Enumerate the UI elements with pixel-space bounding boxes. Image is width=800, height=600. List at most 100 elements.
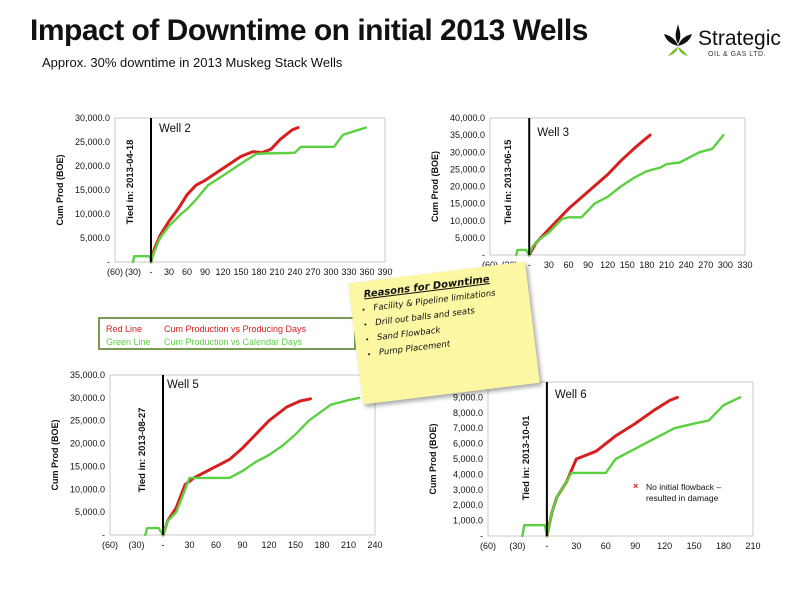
well-title: Well 5 xyxy=(167,379,199,391)
x-tick-label: 150 xyxy=(687,541,702,551)
legend-red-text: Cum Production vs Producing Days xyxy=(164,323,307,334)
x-tick-label: 90 xyxy=(630,541,640,551)
green-series-line xyxy=(515,133,725,257)
green-series-line xyxy=(144,396,361,537)
x-tick-label: 300 xyxy=(718,260,733,270)
page-title: Impact of Downtime on initial 2013 Wells xyxy=(30,14,588,47)
y-tick-label: - xyxy=(107,257,110,267)
x-tick-label: 180 xyxy=(314,540,329,550)
well-title: Well 6 xyxy=(555,389,587,401)
red-series-line xyxy=(545,395,679,538)
x-tick-label: 30 xyxy=(571,541,581,551)
legend-green-row: Green Line Cum Production vs Calendar Da… xyxy=(106,335,348,348)
legend-red-label: Red Line xyxy=(106,323,143,334)
y-tick-label: 25,000.0 xyxy=(75,137,110,147)
y-tick-label: 30,000.0 xyxy=(70,393,105,403)
x-tick-label: 210 xyxy=(341,540,356,550)
y-tick-label: 15,000.0 xyxy=(70,461,105,471)
x-tick-label: 90 xyxy=(200,267,210,277)
tied-in-label: Tied in: 2013-10-01 xyxy=(521,415,532,501)
x-tick-label: 60 xyxy=(182,267,192,277)
x-tick-label: 60 xyxy=(211,540,221,550)
logo-subtitle: OIL & GAS LTD. xyxy=(708,51,766,58)
x-tick-label: 240 xyxy=(287,267,302,277)
x-tick-label: 300 xyxy=(323,267,338,277)
y-tick-label: 5,000.0 xyxy=(80,233,110,243)
x-tick-label: 180 xyxy=(716,541,731,551)
y-axis-label: Cum Prod (BOE) xyxy=(50,419,60,490)
x-tick-label: 60 xyxy=(563,260,573,270)
x-tick-label: 120 xyxy=(261,540,276,550)
x-tick-label: 360 xyxy=(359,267,374,277)
x-tick-label: 390 xyxy=(377,267,392,277)
x-tick-label: 210 xyxy=(659,260,674,270)
plot-frame xyxy=(489,117,746,256)
green-series-line xyxy=(131,126,367,264)
red-series-line xyxy=(161,397,312,537)
y-tick-label: 9,000.0 xyxy=(453,392,483,402)
x-tick-label: 30 xyxy=(164,267,174,277)
y-tick-label: 6,000.0 xyxy=(453,439,483,449)
x-tick-label: (60) xyxy=(102,540,118,550)
well-3-chart: - 5,000.0 10,000.0 15,000.0 20,000.0 25,000.0… xyxy=(430,113,753,270)
x-tick-label: 60 xyxy=(601,541,611,551)
y-tick-label: 3,000.0 xyxy=(453,485,483,495)
x-tick-label: (30) xyxy=(128,540,144,550)
y-tick-label: 40,000.0 xyxy=(450,113,485,123)
x-tick-label: 210 xyxy=(745,541,760,551)
well-title: Well 3 xyxy=(537,127,569,139)
x-tick-label: 240 xyxy=(679,260,694,270)
red-series-line xyxy=(149,126,300,264)
y-axis-label: Cum Prod (BOE) xyxy=(428,423,438,494)
x-tick-label: (30) xyxy=(125,267,141,277)
y-tick-label: - xyxy=(480,531,483,541)
well-2-chart: - 5,000.0 10,000.0 15,000.0 20,000.0 25,000.0… xyxy=(55,113,393,277)
downtime-sticky-note: Reasons for Downtime Facility & Pipeline… xyxy=(348,261,540,405)
x-tick-label: 240 xyxy=(367,540,382,550)
x-tick-label: 90 xyxy=(237,540,247,550)
x-tick-label: - xyxy=(162,540,165,550)
annotation-line-1: No initial flowback – xyxy=(646,482,721,492)
tied-in-label: Tied in: 2013-04-18 xyxy=(125,140,136,225)
x-tick-label: 270 xyxy=(305,267,320,277)
x-tick-label: 330 xyxy=(737,260,752,270)
well-title: Well 2 xyxy=(159,123,191,135)
well-6-chart: - 1,000.0 2,000.0 3,000.0 4,000.0 5,000.0 6,00… xyxy=(428,377,761,551)
plot-frame xyxy=(109,374,376,536)
y-tick-label: 5,000.0 xyxy=(453,454,483,464)
x-tick-label: - xyxy=(545,541,548,551)
line-legend: Red Line Cum Production vs Producing Day… xyxy=(98,317,356,350)
y-tick-label: 5,000.0 xyxy=(455,233,485,243)
y-tick-label: 2,000.0 xyxy=(453,500,483,510)
tied-in-label: Tied in: 2013-08-27 xyxy=(137,408,148,493)
x-tick-label: 330 xyxy=(341,267,356,277)
page-subtitle: Approx. 30% downtime in 2013 Muskeg Stac… xyxy=(42,55,343,70)
well-5-chart: - 5,000.0 10,000.0 15,000.0 20,000.0 25,000.0… xyxy=(50,370,383,550)
y-tick-label: - xyxy=(102,530,105,540)
tied-in-label: Tied in: 2013-06-15 xyxy=(503,139,514,225)
y-tick-label: 20,000.0 xyxy=(70,439,105,449)
y-tick-label: 35,000.0 xyxy=(450,130,485,140)
legend-green-label: Green Line xyxy=(106,336,151,347)
x-tick-label: (60) xyxy=(480,541,496,551)
x-tick-label: 180 xyxy=(251,267,266,277)
x-tick-label: 270 xyxy=(698,260,713,270)
y-tick-label: 20,000.0 xyxy=(75,161,110,171)
x-tick-label: 150 xyxy=(288,540,303,550)
x-tick-label: 180 xyxy=(639,260,654,270)
y-tick-label: 10,000.0 xyxy=(70,484,105,494)
y-tick-label: 1,000.0 xyxy=(453,516,483,526)
y-tick-label: 35,000.0 xyxy=(70,370,105,380)
x-tick-label: 210 xyxy=(269,267,284,277)
logo-name: Strategic xyxy=(698,27,781,50)
y-tick-label: 15,000.0 xyxy=(75,185,110,195)
plot-frame xyxy=(487,381,754,537)
y-tick-label: 30,000.0 xyxy=(450,147,485,157)
y-tick-label: 5,000.0 xyxy=(75,507,105,517)
x-tick-label: - xyxy=(150,267,153,277)
y-tick-label: 8,000.0 xyxy=(453,408,483,418)
y-tick-label: 4,000.0 xyxy=(453,469,483,479)
x-tick-label: 120 xyxy=(215,267,230,277)
y-tick-label: 25,000.0 xyxy=(450,164,485,174)
y-tick-label: 25,000.0 xyxy=(70,416,105,426)
